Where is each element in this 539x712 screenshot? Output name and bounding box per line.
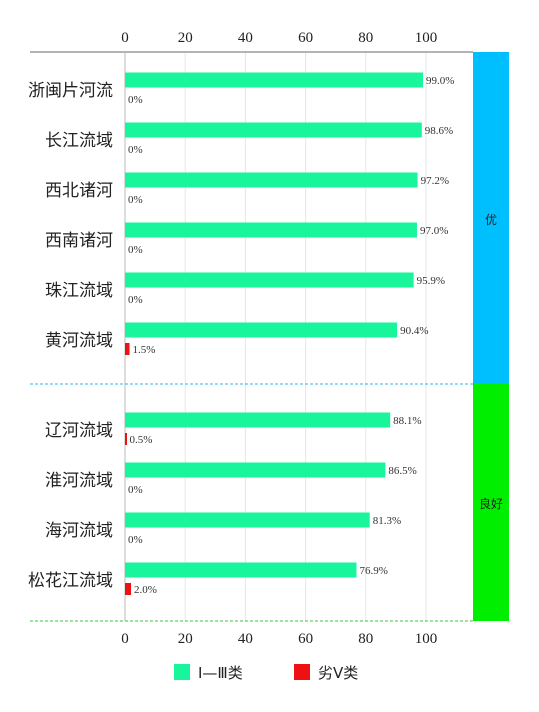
bar-value-label: 0% <box>128 484 143 496</box>
category-labels: 浙闽片河流长江流域西北诸河西南诸河珠江流域黄河流域辽河流域淮河流域海河流域松花江… <box>28 81 113 591</box>
category-label: 海河流域 <box>45 521 113 541</box>
bar-value-label: 0% <box>128 144 143 156</box>
bar-class-1-3 <box>125 322 398 338</box>
category-label: 松花江流域 <box>28 571 113 591</box>
bar-class-1-3 <box>125 562 357 578</box>
top-tick-label: 20 <box>178 30 193 46</box>
legend: Ⅰ—Ⅲ类 劣Ⅴ类 <box>174 664 358 682</box>
group-bands: 优良好 <box>473 52 509 621</box>
bar-value-label: 0% <box>128 244 143 256</box>
bar-class-5-plus <box>125 433 127 445</box>
bottom-tick-label: 20 <box>178 631 193 647</box>
category-label: 辽河流域 <box>45 421 113 441</box>
top-tick-label: 60 <box>298 30 313 46</box>
bottom-tick-label: 60 <box>298 631 313 647</box>
bar-value-label: 0% <box>128 534 143 546</box>
top-axis: 0 20 40 60 80 100 <box>121 30 437 46</box>
bars: 99.0% 0% 98.6% 0% 97.2% 0% 97.0% 0% 95.9% 0% 90.4%… <box>125 72 454 596</box>
bar-value-label: 97.2% <box>421 175 449 187</box>
bar-value-label: 95.9% <box>417 275 445 287</box>
bar-value-label: 0.5% <box>130 434 153 446</box>
top-tick-label: 100 <box>415 30 438 46</box>
legend-label: 劣Ⅴ类 <box>318 664 358 682</box>
category-label: 西北诸河 <box>45 181 113 201</box>
group-band-0 <box>473 52 509 384</box>
group-label-0: 优 <box>485 213 497 227</box>
bar-value-label: 97.0% <box>420 225 448 237</box>
bar-value-label: 88.1% <box>393 415 421 427</box>
bottom-tick-label: 80 <box>358 631 373 647</box>
bar-class-5-plus <box>125 343 130 355</box>
bar-value-label: 76.9% <box>359 565 387 577</box>
bar-value-label: 81.3% <box>373 515 401 527</box>
bar-class-1-3 <box>125 222 417 238</box>
bar-class-1-3 <box>125 172 418 188</box>
bar-value-label: 0% <box>128 94 143 106</box>
bar-class-1-3 <box>125 272 414 288</box>
bottom-tick-label: 40 <box>238 631 253 647</box>
top-tick-label: 80 <box>358 30 373 46</box>
bar-class-1-3 <box>125 462 386 478</box>
category-label: 淮河流域 <box>45 471 113 491</box>
bar-class-5-plus <box>125 583 132 595</box>
bar-value-label: 2.0% <box>134 584 157 596</box>
bar-value-label: 86.5% <box>388 465 416 477</box>
group-label-1: 良好 <box>479 496 503 511</box>
bar-value-label: 1.5% <box>133 344 156 356</box>
bar-class-1-3 <box>125 72 423 88</box>
bar-value-label: 98.6% <box>425 125 453 137</box>
bar-value-label: 0% <box>128 294 143 306</box>
bottom-tick-label: 0 <box>121 631 129 647</box>
category-label: 黄河流域 <box>45 331 113 351</box>
top-tick-label: 0 <box>121 30 129 46</box>
bar-value-label: 0% <box>128 194 143 206</box>
bar-value-label: 99.0% <box>426 75 454 87</box>
legend-swatch <box>294 664 310 680</box>
top-tick-label: 40 <box>238 30 253 46</box>
group-band-1 <box>473 384 509 621</box>
bar-class-1-3 <box>125 412 391 428</box>
bar-class-1-3 <box>125 122 422 138</box>
bar-value-label: 90.4% <box>400 325 428 337</box>
bottom-axis: 0 20 40 60 80 100 <box>121 631 437 647</box>
legend-swatch <box>174 664 190 680</box>
legend-label: Ⅰ—Ⅲ类 <box>198 664 243 682</box>
category-label: 浙闽片河流 <box>28 81 113 101</box>
bar-class-1-3 <box>125 512 370 528</box>
category-label: 长江流域 <box>45 131 113 151</box>
category-label: 珠江流域 <box>45 281 113 301</box>
bottom-tick-label: 100 <box>415 631 438 647</box>
category-label: 西南诸河 <box>45 231 113 251</box>
